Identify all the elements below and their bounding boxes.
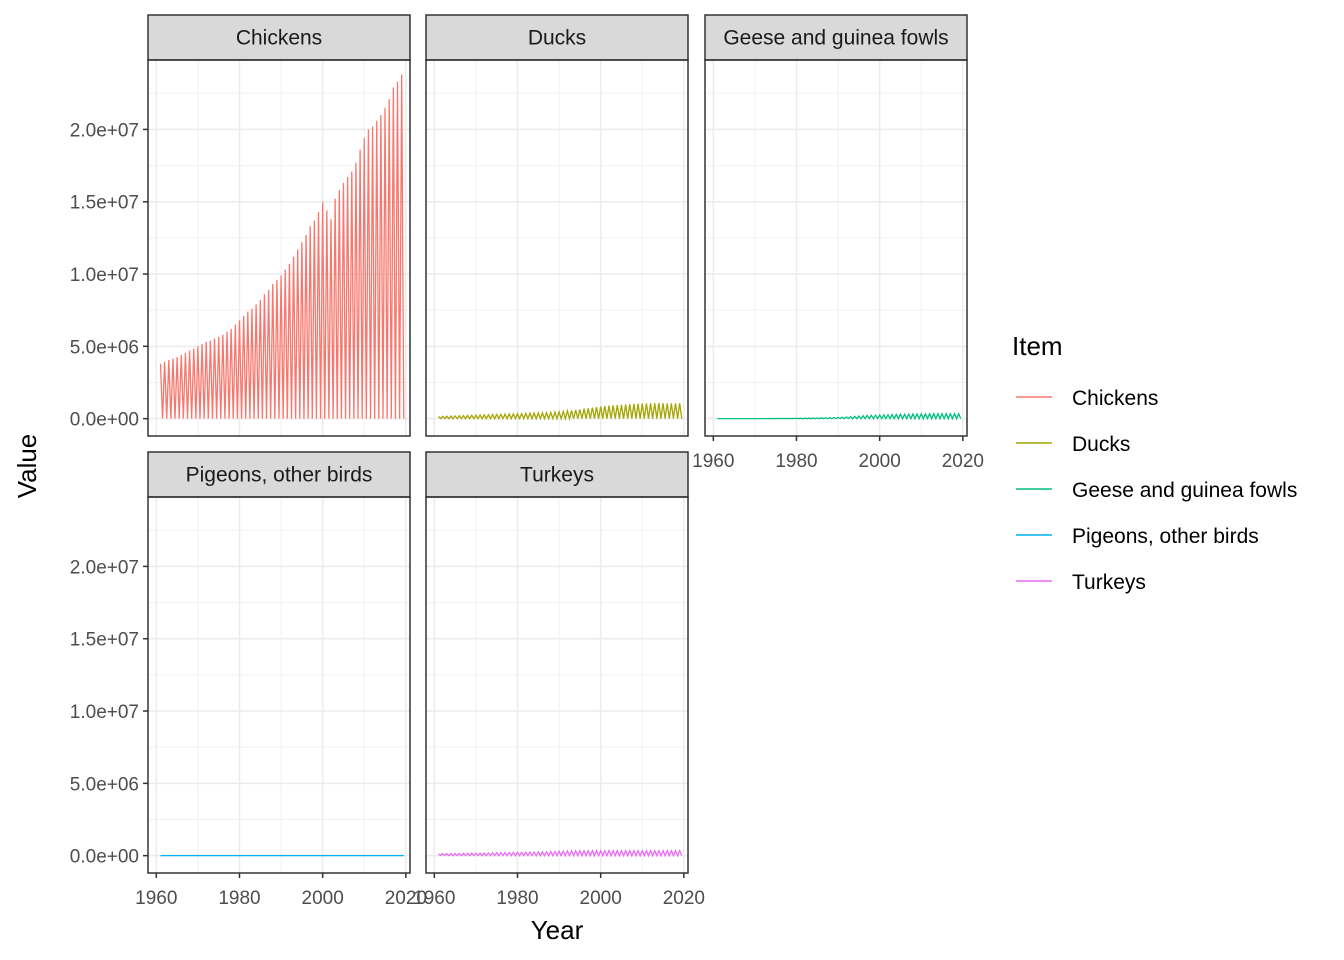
x-tick-label: 1980 (775, 451, 817, 472)
x-tick-label: 2020 (942, 451, 984, 472)
panel-border (425, 59, 689, 437)
series-line (438, 849, 683, 858)
legend-title: Item (1012, 331, 1063, 361)
y-tick-label: 1.5e+07 (70, 630, 139, 651)
facet-strip (147, 451, 411, 498)
facet-strip-label: Chickens (236, 27, 322, 50)
facet-strip (704, 14, 968, 61)
x-tick-label: 1960 (413, 888, 455, 909)
legend: Item Chickens Ducks Geese and guinea fowls P… (1012, 331, 1297, 594)
x-tick-label: 2000 (859, 451, 901, 472)
facet-panel: Geese and guinea fowls 1960 1980 2000 2020 (692, 14, 984, 472)
x-tick-label: 1960 (135, 888, 177, 909)
y-tick-label: 1.0e+07 (70, 702, 139, 723)
y-tick-label: 2.0e+07 (70, 120, 139, 141)
facet-strip (147, 14, 411, 61)
panel-border (425, 496, 689, 874)
y-tick-label: 5.0e+06 (70, 337, 139, 358)
series-line (717, 412, 962, 421)
facet-strip-label: Geese and guinea fowls (723, 27, 948, 50)
x-tick-label: 1960 (692, 451, 734, 472)
y-tick-label: 5.0e+06 (70, 774, 139, 795)
panel-border (704, 59, 968, 437)
y-tick-label: 2.0e+07 (70, 557, 139, 578)
series-line (438, 402, 683, 422)
facet-panel: Chickens 0.0e+00 5.0e+06 1.0e+07 1.5e+07 2.0e… (70, 14, 411, 437)
facet-strip-label: Pigeons, other birds (186, 464, 373, 487)
legend-label: Chickens (1072, 387, 1158, 410)
x-tick-label: 2000 (302, 888, 344, 909)
panel-background (148, 497, 410, 873)
y-tick-label: 1.0e+07 (70, 265, 139, 286)
facet-strip (425, 14, 689, 61)
legend-label: Geese and guinea fowls (1072, 479, 1297, 502)
x-tick-label: 1980 (496, 888, 538, 909)
y-axis-title: Value (12, 434, 42, 499)
panel-background (705, 60, 967, 436)
x-tick-label: 1980 (218, 888, 260, 909)
facet-strip-label: Ducks (528, 27, 586, 50)
legend-label: Turkeys (1072, 571, 1146, 594)
facet-panel: Pigeons, other birds 0.0e+00 5.0e+06 1.0e+0… (70, 451, 427, 909)
facet-panel: Ducks (425, 14, 689, 437)
panel-background (426, 60, 688, 436)
y-tick-label: 1.5e+07 (70, 193, 139, 214)
legend-label: Ducks (1072, 433, 1130, 456)
panel-background (426, 497, 688, 873)
panel-border (147, 496, 411, 874)
x-axis-title: Year (531, 915, 584, 945)
facet-strip-label: Turkeys (520, 464, 594, 487)
legend-label: Pigeons, other birds (1072, 525, 1259, 548)
y-tick-label: 0.0e+00 (70, 847, 139, 868)
x-tick-label: 2000 (580, 888, 622, 909)
series-line (159, 74, 405, 419)
facet-panel: Turkeys 1960 1980 2000 2020 (413, 451, 705, 909)
x-tick-label: 2020 (663, 888, 705, 909)
panel-border (147, 59, 411, 437)
x-tick-label: 2020 (385, 888, 427, 909)
y-tick-label: 0.0e+00 (70, 410, 139, 431)
